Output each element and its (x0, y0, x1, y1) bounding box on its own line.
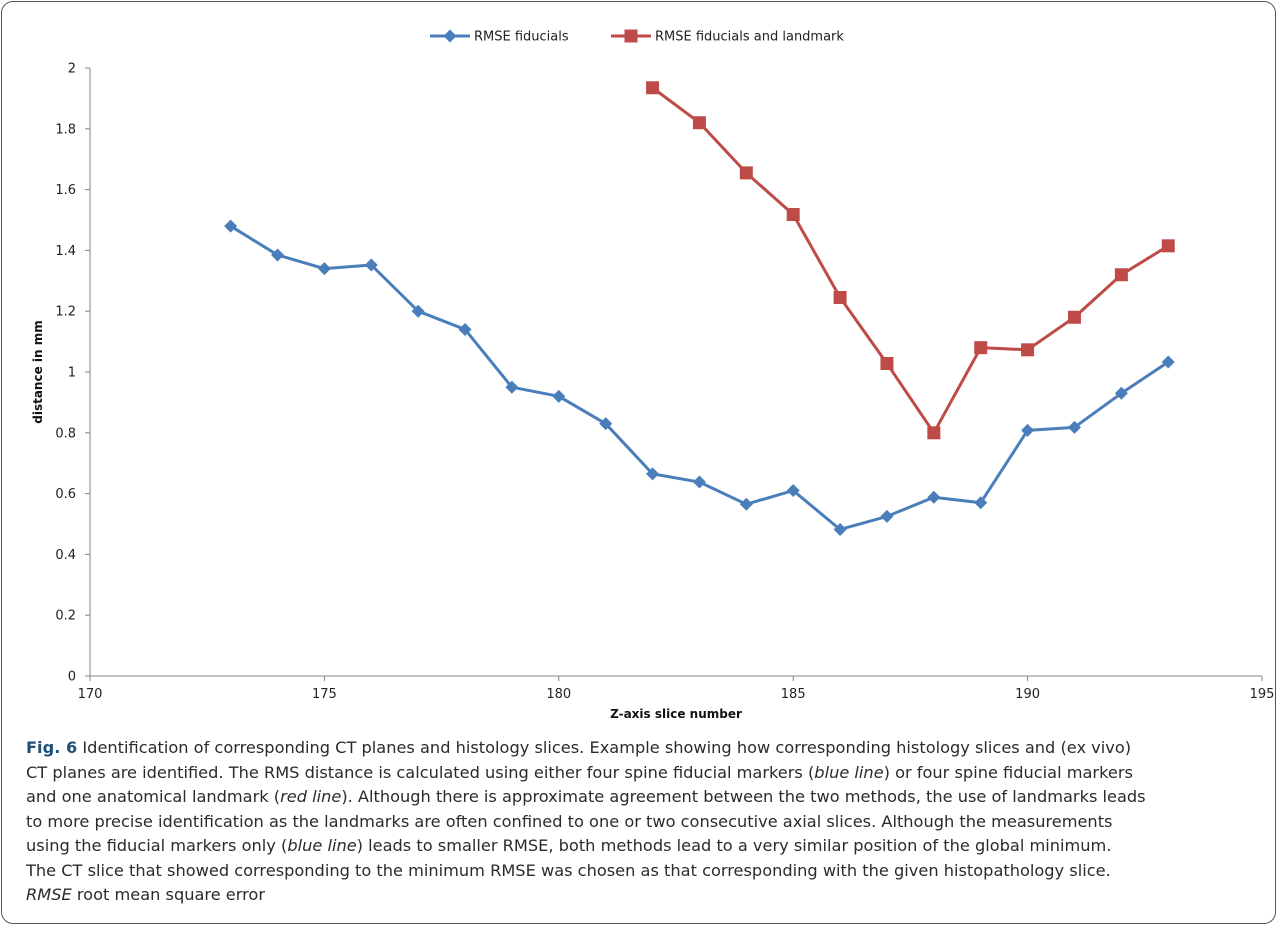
chart-ticks: 0 0.2 0.4 0.6 0.8 1 1.2 1.4 1.6 1.8 2 170 175 180 185 1… (55, 62, 1274, 703)
data-point (271, 248, 285, 262)
data-point (646, 81, 660, 95)
data-point (599, 417, 613, 431)
y-tick-label: 1.6 (55, 183, 76, 198)
caption-text: using the fiducial markers only ( (26, 836, 288, 855)
caption-italic-text: blue line (814, 762, 884, 782)
caption-line: CT planes are identified. The RMS distan… (26, 761, 1256, 786)
x-tick-label: 195 (1250, 687, 1275, 702)
data-point (1114, 386, 1128, 400)
caption-italic-text: RMSE (26, 885, 72, 904)
data-point (833, 291, 847, 305)
y-tick-label: 1 (68, 366, 76, 381)
x-tick-label: 190 (1015, 687, 1040, 702)
data-point (646, 467, 660, 481)
data-point (552, 389, 566, 403)
data-point (833, 522, 847, 536)
chart-series (224, 81, 1175, 536)
line-chart: 0 0.2 0.4 0.6 0.8 1 1.2 1.4 1.6 1.8 2 170 175 180 185 1… (31, 29, 1274, 721)
data-point (1067, 310, 1081, 324)
y-tick-label: 0.8 (55, 426, 76, 441)
data-point (1067, 420, 1081, 434)
caption-text: and one anatomical landmark ( (26, 787, 281, 806)
data-point (974, 341, 988, 355)
data-point (880, 509, 894, 523)
y-tick-label: 1.8 (55, 122, 76, 137)
data-point (458, 322, 472, 336)
data-point (1161, 239, 1175, 253)
caption-text: ) or four spine fiducial markers (883, 762, 1133, 782)
data-point (927, 490, 941, 504)
caption-text: root mean square error (71, 885, 265, 904)
caption-text: Identification of corresponding CT plane… (77, 738, 1132, 757)
y-tick-label: 0.4 (55, 548, 76, 563)
data-point (1161, 355, 1175, 369)
series-rmse-fiducials (224, 219, 1175, 536)
caption-text: The CT slice that showed corresponding t… (26, 860, 1111, 880)
series-line (651, 86, 1170, 435)
data-point (739, 497, 753, 511)
legend-swatch-marker (624, 29, 638, 43)
data-point (974, 496, 988, 510)
data-point (739, 166, 753, 180)
data-point (786, 208, 800, 222)
chart-legend: RMSE fiducials RMSE fiducials and landmar… (430, 29, 844, 45)
data-point (1021, 343, 1035, 357)
caption-italic-text: blue line (287, 836, 357, 855)
legend-label: RMSE fiducials and landmark (655, 30, 844, 45)
caption-line: and one anatomical landmark (red line). … (26, 785, 1256, 810)
data-point (692, 116, 706, 130)
data-point (692, 475, 706, 489)
data-point (224, 219, 238, 233)
data-point (317, 262, 331, 276)
caption-text: CT planes are identified. The RMS distan… (26, 762, 815, 782)
data-point (411, 304, 425, 318)
legend-label: RMSE fiducials (474, 30, 569, 45)
chart-axes (89, 68, 1262, 677)
caption-line: using the fiducial markers only (blue li… (26, 834, 1256, 859)
y-tick-label: 0.6 (55, 487, 76, 502)
data-point (880, 356, 894, 370)
caption-text: ). Although there is approximate agreeme… (341, 787, 1146, 806)
caption-italic-text: red line (280, 787, 342, 806)
legend-item: RMSE fiducials and landmark (611, 29, 844, 45)
figure-caption: Fig. 6 Identification of corresponding C… (26, 736, 1256, 908)
y-tick-label: 2 (68, 62, 76, 77)
caption-text: to more precise identification as the la… (26, 811, 1113, 831)
legend-swatch-marker (443, 29, 457, 43)
x-tick-label: 185 (781, 687, 806, 702)
y-tick-label: 0 (68, 670, 76, 685)
figure-label: Fig. 6 (26, 738, 78, 757)
data-point (786, 484, 800, 498)
y-tick-label: 0.2 (55, 609, 76, 624)
y-tick-label: 1.4 (55, 244, 76, 259)
caption-line: The CT slice that showed corresponding t… (26, 859, 1256, 884)
caption-text: ) leads to smaller RMSE, both methods le… (356, 836, 1112, 855)
x-tick-label: 175 (312, 687, 337, 702)
y-axis-title: distance in mm (31, 320, 45, 424)
caption-line: RMSE root mean square error (26, 883, 1256, 908)
data-point (505, 380, 519, 394)
x-tick-label: 170 (78, 687, 103, 702)
data-point (927, 426, 941, 440)
x-axis-title: Z-axis slice number (610, 707, 742, 721)
data-point (1114, 268, 1128, 282)
caption-line: Fig. 6 Identification of corresponding C… (26, 736, 1256, 761)
legend-item: RMSE fiducials (430, 29, 569, 45)
data-point (364, 258, 378, 272)
data-point (1021, 423, 1035, 437)
x-tick-label: 180 (546, 687, 571, 702)
series-rmse-fiducials-and-landmark (646, 81, 1175, 440)
caption-line: to more precise identification as the la… (26, 810, 1256, 835)
y-tick-label: 1.2 (55, 305, 76, 320)
